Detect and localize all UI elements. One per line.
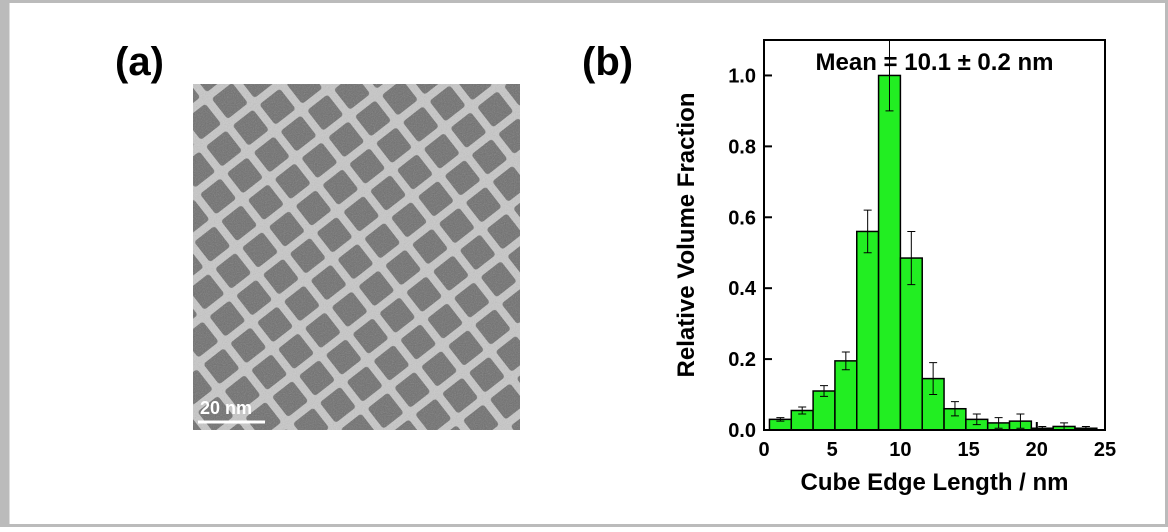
x-tick-label: 25 xyxy=(1094,439,1116,461)
y-tick-label: 0.8 xyxy=(728,136,756,158)
error-bar xyxy=(972,413,981,426)
error-bar xyxy=(776,417,785,422)
y-tick-label: 0.0 xyxy=(728,420,756,442)
x-tick-label: 10 xyxy=(889,439,911,461)
frame-edge xyxy=(1,1,10,526)
error-bar xyxy=(1016,413,1025,429)
error-bar xyxy=(994,417,1003,429)
error-bar xyxy=(820,385,829,397)
bar xyxy=(877,74,902,431)
bar xyxy=(856,230,880,431)
x-tick-label: 20 xyxy=(1026,439,1048,461)
panel-label: (b) xyxy=(582,40,633,84)
y-tick-label: 0.6 xyxy=(728,207,756,229)
bar xyxy=(812,390,836,431)
error-bar xyxy=(950,401,959,417)
x-tick-label: 5 xyxy=(827,439,838,461)
x-axis-label: Cube Edge Length / nm xyxy=(801,469,1069,496)
error-bar xyxy=(798,406,807,415)
annotation: Mean = 10.1 ± 0.2 nm xyxy=(816,49,1054,76)
bar xyxy=(834,360,858,431)
error-bar xyxy=(841,351,850,371)
y-tick-label: 1.0 xyxy=(728,65,756,87)
tem-noise xyxy=(193,84,520,430)
y-axis-label: Relative Volume Fraction xyxy=(673,93,700,378)
scale-bar-label: 20 nm xyxy=(200,398,252,418)
panel-label: (a) xyxy=(115,40,164,84)
x-tick-label: 15 xyxy=(957,439,979,461)
x-tick-label: 0 xyxy=(758,439,769,461)
error-bar xyxy=(863,209,872,254)
y-tick-label: 0.2 xyxy=(728,349,756,371)
error-bar xyxy=(929,362,938,396)
error-bar xyxy=(907,230,916,286)
plot-frame xyxy=(763,39,1106,431)
y-tick-label: 0.4 xyxy=(728,278,757,300)
